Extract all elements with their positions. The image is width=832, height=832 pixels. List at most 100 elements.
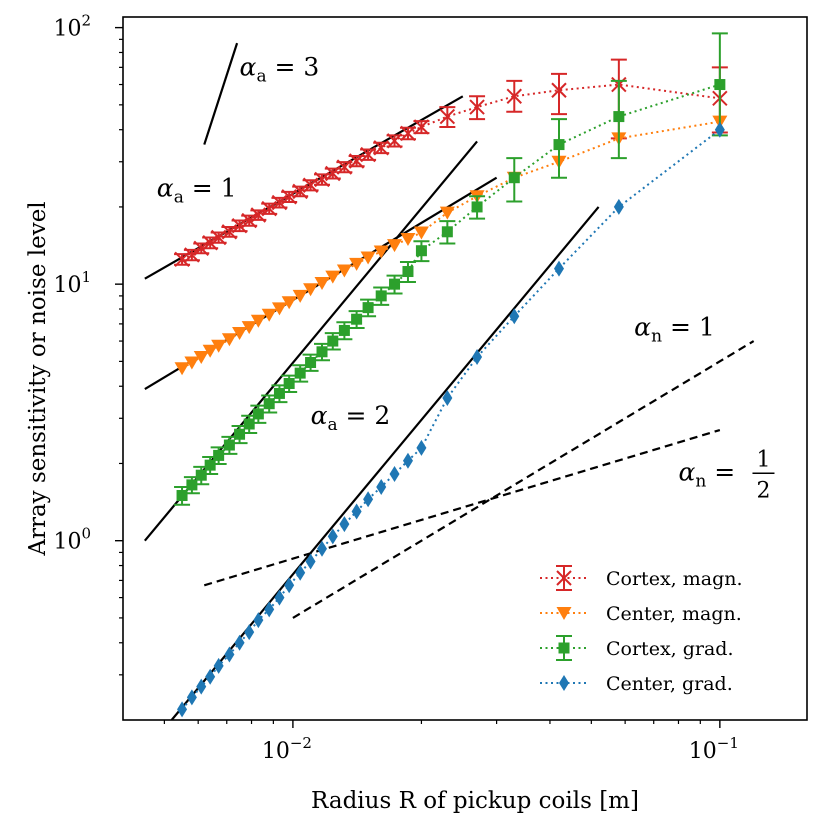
data-point [305,553,316,570]
data-point [336,264,352,278]
data-point [281,189,297,205]
data-point [441,226,453,238]
data-point [295,564,306,581]
data-point [193,351,209,365]
data-point [261,200,277,217]
data-point [177,701,188,718]
series-3 [177,121,725,718]
axes: 10−2 10−1 100 101 102 [53,12,808,764]
data-point [193,240,209,256]
data-point [360,146,376,163]
data-point [509,308,520,325]
data-point [232,327,248,341]
data-point [506,88,522,104]
data-point [294,367,306,379]
data-point [613,111,625,123]
data-point [402,452,413,469]
data-point [351,313,363,325]
data-point [413,119,430,135]
legend-entry-2: Cortex, grad. [540,635,734,661]
annotation-2: αa = 2 [311,401,391,435]
data-point [221,224,238,240]
annotation-3: αn = 1 [634,313,715,347]
annotation-0: αa = 3 [240,53,320,87]
annotation-4: αn = [678,457,735,491]
data-point [253,612,264,629]
data-point [439,108,456,125]
data-point [252,408,264,420]
data-point [303,283,319,297]
data-point [210,229,227,246]
series-line-3 [181,128,721,711]
data-point [316,346,328,358]
y-axis-label: Array sensitivity or noise level [25,201,51,556]
fraction-numerator: 1 [756,447,770,472]
data-point [386,133,403,149]
data-point [471,201,483,213]
data-point [263,398,275,410]
series-line-1 [181,120,721,370]
data-point [302,177,319,193]
legend: Cortex, magn. Center, magn. Cortex, grad. C… [540,565,743,695]
legend-marker [556,570,572,586]
data-point [415,245,427,257]
y-tick-label: 102 [53,12,91,42]
x-tick-label: 10−2 [262,734,312,764]
data-point [202,344,218,358]
noise-line-5 [292,340,755,619]
legend-label: Cortex, magn. [606,568,743,590]
fraction-denominator: 2 [756,478,770,503]
data-point [387,239,403,253]
data-point [472,349,483,366]
fit-line-3 [170,206,600,720]
data-point [186,479,198,491]
data-point [338,324,350,336]
legend-entry-3: Center, grad. [540,673,733,695]
data-point [613,198,624,215]
data-point [241,212,257,229]
data-point [292,183,308,200]
data-point [213,657,224,674]
data-point [373,245,389,259]
data-point [714,79,726,91]
data-point [553,260,564,277]
data-point [400,232,416,246]
data-point [339,516,350,533]
data-point [325,165,341,182]
data-point [469,99,485,115]
data-point [271,302,287,316]
data-point [184,356,200,370]
data-point [442,389,453,406]
annotations: αa = 3 αa = 1 αa = 2 αn = 1 αn = 1 2 [157,53,775,503]
data-point [273,387,285,399]
data-point [234,428,246,440]
data-point [224,646,235,663]
data-point [416,439,427,456]
data-point [174,251,190,268]
data-point [363,491,374,508]
y-tick-label: 100 [53,525,91,555]
x-axis-label: Radius R of pickup coils [m] [311,788,639,814]
data-point [305,356,317,368]
data-point [402,266,414,278]
noise-line-6 [203,428,721,587]
data-point [196,678,207,695]
data-point [327,528,338,545]
data-point [375,290,387,302]
data-point [241,321,257,335]
data-point [439,206,455,220]
series-line-2 [181,83,721,497]
data-point [174,362,190,376]
data-point [205,668,216,685]
data-point [714,121,725,138]
legend-marker [558,642,570,654]
data-point [231,217,248,234]
data-point [362,302,374,314]
data-point [186,689,197,706]
data-point [351,503,362,520]
data-point [176,490,188,502]
data-point [283,377,295,389]
data-point [389,465,400,482]
data-point [250,314,266,328]
